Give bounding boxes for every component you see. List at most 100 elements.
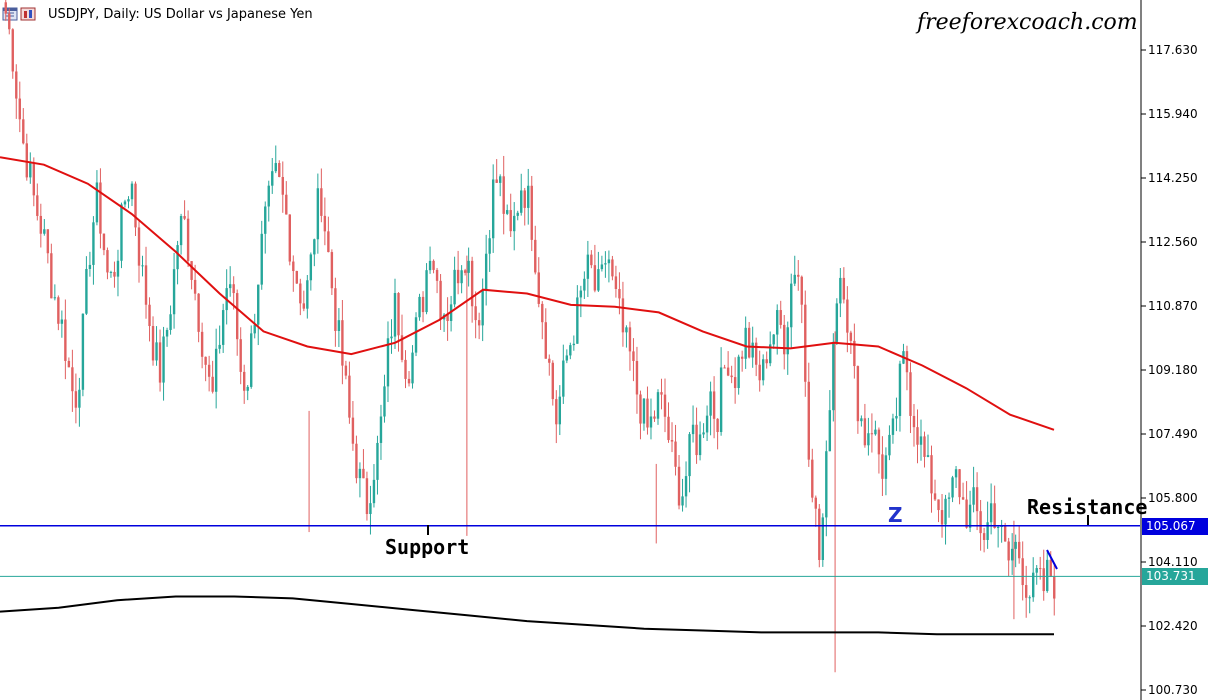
candle-body <box>60 319 64 324</box>
candle-body <box>218 344 221 349</box>
watermark-text: freeforexcoach.com <box>917 10 1138 35</box>
candle-body <box>193 279 197 294</box>
candle-body <box>179 216 183 246</box>
candle-body <box>895 415 898 419</box>
candle-body <box>295 271 299 284</box>
candle-body <box>25 143 28 178</box>
candle-body <box>439 280 442 320</box>
candle-body <box>667 416 670 441</box>
candle-body <box>1046 559 1049 592</box>
timeframe-icon[interactable] <box>20 6 36 22</box>
candle-body <box>670 440 674 442</box>
candle-body <box>1049 559 1052 577</box>
candle-body <box>982 533 986 540</box>
candle-body <box>418 296 421 318</box>
candle-body <box>292 261 295 272</box>
moving-average-short <box>0 595 1054 636</box>
candle-body <box>271 171 274 186</box>
candle-body <box>411 352 414 384</box>
candle-body <box>870 433 874 435</box>
candle-body <box>593 265 597 291</box>
candle-body <box>316 188 320 240</box>
price-axis: 117.630 115.940 114.250 112.560 110.870 109.1… <box>1141 43 1198 697</box>
candle-body <box>1021 558 1024 586</box>
candle-body <box>71 367 74 392</box>
candle-body <box>18 98 21 120</box>
candle-body <box>793 274 796 284</box>
candle-body <box>919 436 923 445</box>
candle-body <box>11 29 14 72</box>
candlestick-series <box>4 0 1056 673</box>
candle-body <box>972 487 975 505</box>
candle-body <box>453 269 456 305</box>
candle-body <box>975 487 979 512</box>
candle-body <box>590 254 593 266</box>
candle-body <box>74 391 78 408</box>
candle-body <box>95 182 99 223</box>
candle-body <box>537 272 540 304</box>
candle-body <box>1039 568 1042 570</box>
candle-body <box>1028 597 1031 599</box>
candle-body <box>204 356 207 365</box>
candle-body <box>551 362 554 400</box>
candle-body <box>1024 585 1028 598</box>
candle-body <box>127 199 130 202</box>
candle-body <box>137 227 141 266</box>
candle-body <box>285 194 288 215</box>
candle-body <box>376 442 379 480</box>
candle-body <box>36 195 39 216</box>
candle-body <box>905 351 909 373</box>
candle-body <box>4 2 7 14</box>
trend-drawing <box>1046 549 1058 570</box>
candle-body <box>369 503 372 515</box>
candle-body <box>625 327 628 333</box>
candle-body <box>1007 541 1010 561</box>
candle-body <box>463 270 467 273</box>
candle-body <box>600 264 604 270</box>
candle-body <box>954 469 958 478</box>
candle-body <box>425 270 428 313</box>
candle-body <box>520 190 523 213</box>
price-axis-label: 114.250 <box>1148 171 1198 185</box>
candle-body <box>684 476 688 497</box>
price-axis-label: 107.490 <box>1148 427 1198 441</box>
candle-body <box>155 342 158 361</box>
candle-body <box>565 355 569 361</box>
candle-body <box>53 297 57 299</box>
price-axis-label: 117.630 <box>1148 43 1198 57</box>
price-axis-label: 110.870 <box>1148 299 1198 313</box>
candle-body <box>877 429 881 455</box>
candle-body <box>253 324 256 334</box>
candle-body <box>881 454 884 479</box>
candle-body <box>842 277 846 300</box>
candle-body <box>839 277 842 304</box>
candle-body <box>355 443 358 479</box>
candle-body <box>320 188 323 216</box>
candle-body <box>250 333 253 387</box>
candle-body <box>81 313 85 390</box>
candle-body <box>825 451 828 518</box>
candle-body <box>506 210 509 214</box>
candle-body <box>544 322 547 359</box>
candle-body <box>909 372 912 416</box>
candle-body <box>621 298 625 333</box>
price-axis-label: 112.560 <box>1148 235 1198 249</box>
candle-body <box>821 517 825 560</box>
candle-body <box>807 381 810 460</box>
candle-body <box>751 342 754 358</box>
candle-body <box>642 398 646 424</box>
candle-body <box>172 269 176 315</box>
candle-body <box>99 182 102 234</box>
candle-body <box>765 359 768 364</box>
candle-body <box>144 265 148 305</box>
candle-body <box>569 345 572 356</box>
candle-body <box>993 503 996 529</box>
candle-body <box>323 215 327 232</box>
candle-body <box>527 185 530 208</box>
candle-body <box>92 222 95 265</box>
candle-body <box>165 329 169 337</box>
candle-body <box>148 304 151 327</box>
candle-body <box>390 336 393 339</box>
candle-body <box>414 317 418 353</box>
